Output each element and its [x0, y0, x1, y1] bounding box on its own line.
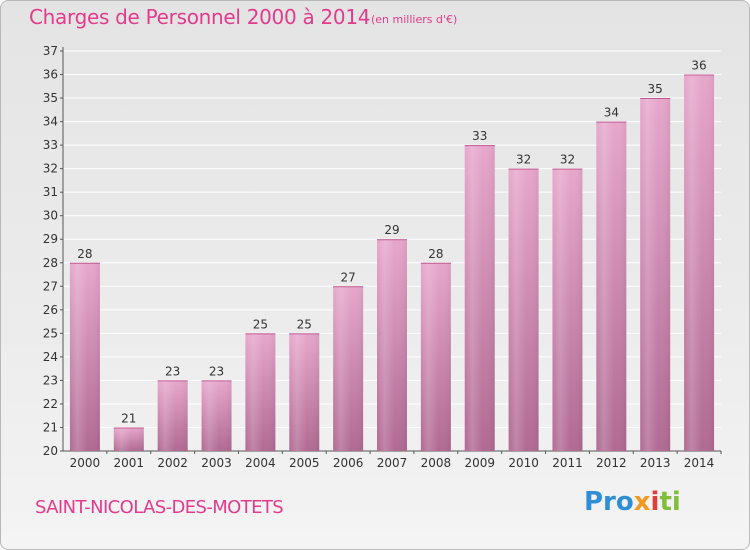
commune-name: SAINT-NICOLAS-DES-MOTETS: [35, 497, 284, 518]
x-tick-label: 2002: [157, 456, 188, 470]
data-label: 28: [428, 247, 443, 261]
y-tick-label: 34: [43, 115, 58, 129]
x-tick-label: 2012: [596, 456, 627, 470]
y-tick-label: 25: [43, 326, 58, 340]
x-tick-label: 2005: [289, 456, 320, 470]
y-tick-label: 36: [43, 68, 58, 82]
data-label: 36: [691, 59, 706, 73]
bar-sheen: [377, 239, 407, 451]
data-label: 33: [472, 129, 487, 143]
bar-layer: [69, 74, 715, 452]
proxiti-logo: Proxiti: [584, 487, 681, 517]
x-tick-label: 2003: [201, 456, 232, 470]
y-tick-label: 37: [43, 44, 58, 58]
x-tick-label: 2007: [377, 456, 408, 470]
chart-subtitle: (en milliers d'€): [371, 13, 458, 26]
logo-part: ti: [659, 487, 681, 517]
y-tick-label: 30: [43, 209, 58, 223]
bar-sheen: [201, 380, 232, 451]
y-tick-label: 23: [43, 373, 58, 387]
bar-sheen: [464, 145, 495, 451]
bar-sheen: [289, 333, 320, 451]
chart-title: Charges de Personnel 2000 à 2014: [29, 5, 371, 29]
data-label: 32: [516, 153, 531, 167]
x-tick-label: 2011: [552, 456, 583, 470]
y-tick-label: 33: [43, 138, 58, 152]
x-tick-label: 2001: [114, 456, 145, 470]
bar-sheen: [684, 74, 715, 451]
x-tick-label: 2006: [333, 456, 364, 470]
y-tick-label: 32: [43, 162, 58, 176]
logo-part: x: [633, 487, 651, 517]
data-label: 27: [340, 270, 355, 284]
x-tick-label: 2008: [421, 456, 452, 470]
bar-sheen: [640, 98, 671, 451]
y-tick-label: 27: [43, 279, 58, 293]
x-tick-label: 2014: [684, 456, 715, 470]
data-label: 29: [384, 223, 399, 237]
y-tick-label: 21: [43, 420, 58, 434]
data-label: 34: [604, 106, 619, 120]
x-tick-label: 2000: [70, 456, 101, 470]
data-label: 23: [165, 364, 180, 378]
data-label: 35: [648, 82, 663, 96]
data-label: 32: [560, 153, 575, 167]
bar-sheen: [420, 262, 451, 451]
bar-sheen: [596, 121, 627, 452]
x-tick-label: 2009: [464, 456, 495, 470]
y-tick-label: 29: [43, 232, 58, 246]
bar-sheen: [157, 380, 188, 451]
data-label: 23: [209, 364, 224, 378]
bar-sheen: [113, 427, 144, 451]
y-tick-label: 31: [43, 185, 58, 199]
y-tick-label: 22: [43, 397, 58, 411]
data-label: 28: [77, 247, 92, 261]
x-tick-label: 2004: [245, 456, 276, 470]
data-label: 25: [297, 317, 312, 331]
bar-sheen: [245, 333, 276, 451]
label-layer: 28 21 23 23 25 25 27 29 28 33 32 32 34 35 36: [77, 59, 706, 426]
logo-part: i: [650, 487, 660, 517]
x-tick-label: 2010: [508, 456, 539, 470]
data-label: 25: [253, 317, 268, 331]
y-tick-label: 28: [43, 256, 58, 270]
bar-sheen: [333, 286, 364, 451]
y-tick-label: 35: [43, 91, 58, 105]
y-tick-label: 24: [43, 350, 58, 364]
data-label: 21: [121, 411, 136, 425]
x-tick-label: 2013: [640, 456, 671, 470]
y-tick-label: 26: [43, 303, 58, 317]
logo-part: Pro: [584, 487, 634, 517]
bar-sheen: [69, 262, 100, 451]
bar-sheen: [508, 168, 539, 451]
bar-sheen: [552, 168, 583, 451]
y-tick-label: 20: [43, 444, 58, 458]
